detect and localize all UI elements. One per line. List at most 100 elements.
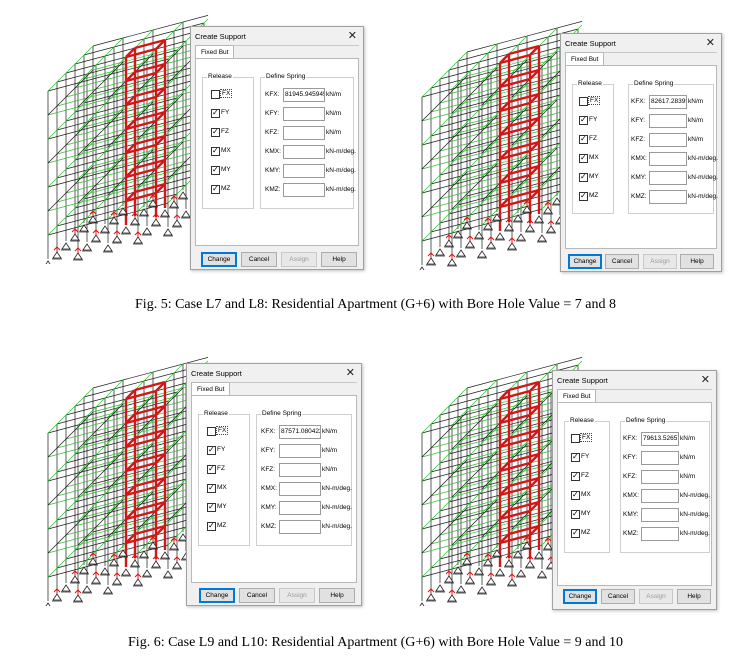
spring-kfy-input[interactable] — [283, 107, 325, 121]
spring-kmy-input[interactable] — [649, 171, 687, 185]
spring-kmz-input[interactable] — [279, 520, 321, 534]
spring-kfz-input[interactable] — [649, 133, 687, 147]
assign-button[interactable]: Assign — [639, 589, 673, 604]
help-button[interactable]: Help — [319, 588, 355, 603]
core-beam — [125, 485, 157, 497]
assign-button[interactable]: Assign — [279, 588, 315, 603]
release-mz-checkbox[interactable] — [211, 184, 220, 194]
release-mz-checkbox[interactable] — [571, 528, 580, 538]
release-my-checkbox[interactable] — [211, 165, 220, 175]
core-beam — [125, 485, 136, 496]
spring-kfz-input[interactable] — [283, 126, 325, 140]
release-fx-checkbox[interactable] — [207, 427, 216, 436]
cancel-button[interactable]: Cancel — [601, 589, 635, 604]
spring-kfz-input[interactable] — [641, 470, 679, 484]
spring-kfx-input[interactable]: 87571.080422 — [279, 425, 321, 439]
core-beam — [134, 524, 166, 536]
spring-kmz-input[interactable] — [649, 190, 687, 204]
frame-beam — [466, 356, 582, 389]
core-beam — [508, 500, 540, 512]
release-fz-label: FZ — [581, 472, 589, 479]
core-beam — [125, 461, 136, 472]
spring-kmy-input[interactable] — [279, 501, 321, 515]
support-icon — [447, 258, 457, 267]
release-fy-checkbox[interactable] — [571, 452, 580, 462]
spring-kfy-input[interactable] — [641, 451, 679, 465]
spring-kmz-input[interactable] — [283, 183, 325, 197]
spring-kmx-input[interactable] — [283, 145, 325, 159]
core-beam — [155, 63, 166, 74]
change-button[interactable]: Change — [568, 254, 602, 269]
spring-group-title: Define Spring — [261, 410, 303, 417]
spring-kmx-input[interactable] — [279, 482, 321, 496]
spring-kfy-input[interactable] — [649, 114, 687, 128]
help-button[interactable]: Help — [677, 589, 711, 604]
spring-kmx-input[interactable] — [649, 152, 687, 166]
release-fz-checkbox[interactable] — [571, 471, 580, 481]
release-fz-checkbox[interactable] — [579, 134, 588, 144]
spring-kfx-input[interactable]: 82617.283950 — [649, 95, 687, 109]
spring-kfy-label: KFY: — [261, 447, 276, 454]
spring-kfy-label: KFY: — [623, 454, 638, 461]
spring-kfx-input[interactable]: 79613.52657 — [641, 432, 679, 446]
change-button[interactable]: Change — [563, 589, 597, 604]
tab-strip: Fixed But Release FX FY FZ MX MY MZ Defi… — [557, 389, 712, 586]
release-fy-checkbox[interactable] — [579, 115, 588, 125]
tab-fixed-but[interactable]: Fixed But — [565, 52, 605, 66]
release-mx-checkbox[interactable] — [211, 146, 220, 156]
help-button[interactable]: Help — [321, 252, 357, 267]
tab-fixed-but[interactable]: Fixed But — [195, 45, 235, 59]
release-mz-checkbox[interactable] — [207, 521, 216, 531]
change-button[interactable]: Change — [201, 252, 237, 267]
support-icon — [151, 218, 161, 227]
release-mx-checkbox[interactable] — [207, 483, 216, 493]
release-mz-checkbox[interactable] — [579, 191, 588, 201]
release-my-checkbox[interactable] — [207, 502, 216, 512]
core-beam — [508, 92, 540, 104]
spring-marker-icon — [53, 246, 61, 252]
support-icon — [419, 602, 425, 606]
release-fx-checkbox[interactable] — [571, 434, 580, 443]
close-icon[interactable]: ✕ — [347, 30, 357, 42]
change-button[interactable]: Change — [199, 588, 235, 603]
close-icon[interactable]: ✕ — [705, 37, 715, 49]
spring-kmy-input[interactable] — [641, 508, 679, 522]
release-my-checkbox[interactable] — [579, 172, 588, 182]
spring-kmx-input[interactable] — [641, 489, 679, 503]
support-icon — [178, 191, 188, 200]
core-beam — [499, 53, 531, 65]
spring-marker-icon — [113, 230, 121, 236]
support-icon — [91, 576, 101, 585]
help-button[interactable]: Help — [680, 254, 714, 269]
spring-kmy-input[interactable] — [283, 164, 325, 178]
cancel-button[interactable]: Cancel — [239, 588, 275, 603]
support-icon — [516, 569, 526, 578]
release-mx-checkbox[interactable] — [571, 490, 580, 500]
release-fy-checkbox[interactable] — [207, 445, 216, 455]
support-icon — [88, 557, 98, 566]
release-mx-checkbox[interactable] — [579, 153, 588, 163]
tab-fixed-but[interactable]: Fixed But — [557, 389, 597, 403]
tab-fixed-but[interactable]: Fixed But — [191, 382, 231, 396]
spring-kfz-input[interactable] — [279, 463, 321, 477]
release-my-label: MY — [581, 510, 591, 517]
release-fx-checkbox[interactable] — [211, 90, 220, 99]
release-fz-checkbox[interactable] — [207, 464, 216, 474]
spring-kfy-input[interactable] — [279, 444, 321, 458]
frame-beam — [92, 14, 208, 47]
close-icon[interactable]: ✕ — [345, 367, 355, 379]
cancel-button[interactable]: Cancel — [605, 254, 639, 269]
release-fz-checkbox[interactable] — [211, 127, 220, 137]
release-fy-label: FY — [589, 116, 598, 123]
assign-button[interactable]: Assign — [281, 252, 317, 267]
cancel-button[interactable]: Cancel — [241, 252, 277, 267]
spring-kmz-input[interactable] — [641, 527, 679, 541]
support-icon — [465, 240, 475, 249]
release-fy-checkbox[interactable] — [211, 108, 220, 118]
spring-kfx-input[interactable]: 81945.945945 — [283, 88, 325, 102]
spring-marker-icon — [427, 588, 435, 594]
release-fx-checkbox[interactable] — [579, 97, 588, 106]
assign-button[interactable]: Assign — [643, 254, 677, 269]
release-my-checkbox[interactable] — [571, 509, 580, 519]
close-icon[interactable]: ✕ — [700, 374, 710, 386]
